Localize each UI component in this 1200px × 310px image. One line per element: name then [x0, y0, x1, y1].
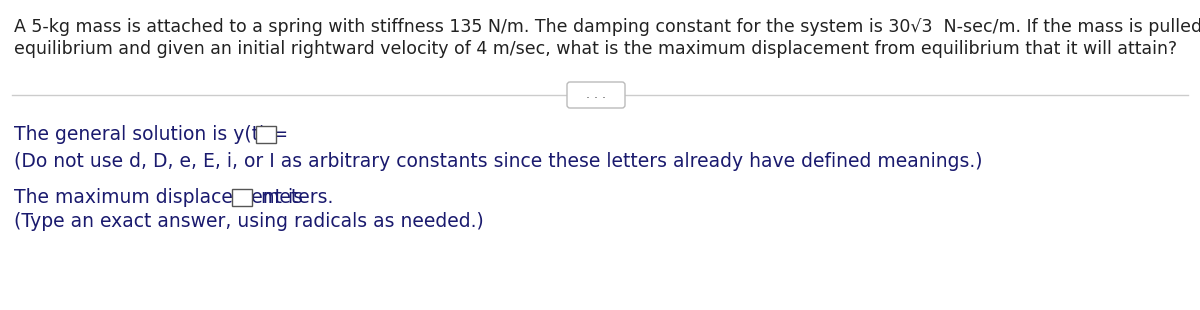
Text: The general solution is y(t) =: The general solution is y(t) =: [14, 125, 288, 144]
Bar: [232, 189, 252, 206]
Text: meters.: meters.: [256, 188, 334, 207]
Text: . . .: . . .: [586, 88, 606, 101]
Text: equilibrium and given an initial rightward velocity of 4 m/sec, what is the maxi: equilibrium and given an initial rightwa…: [14, 40, 1177, 58]
Bar: [256, 126, 276, 143]
Text: (Type an exact answer, using radicals as needed.): (Type an exact answer, using radicals as…: [14, 212, 484, 231]
FancyBboxPatch shape: [568, 82, 625, 108]
Text: A 5-kg mass is attached to a spring with stiffness 135 N/m. The damping constant: A 5-kg mass is attached to a spring with…: [14, 18, 1200, 36]
Text: The maximum displacement is: The maximum displacement is: [14, 188, 302, 207]
Text: (Do not use d, D, e, E, i, or I as arbitrary constants since these letters alrea: (Do not use d, D, e, E, i, or I as arbit…: [14, 152, 983, 171]
